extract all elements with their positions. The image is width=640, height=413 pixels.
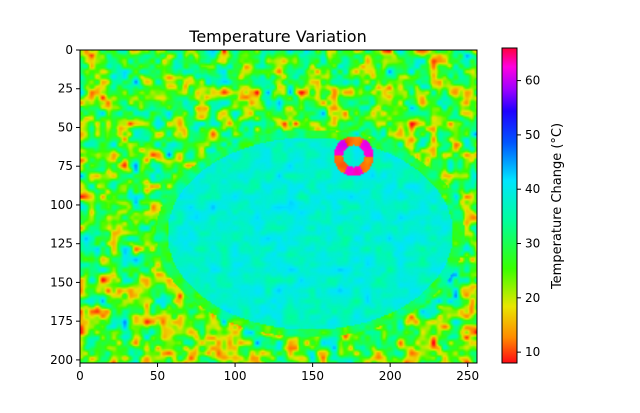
x-tick-label: 0	[76, 369, 84, 383]
x-tick-label: 200	[379, 369, 402, 383]
colorbar-tick-label: 10	[525, 345, 540, 359]
plot-frame	[79, 49, 478, 364]
x-tick-label: 150	[301, 369, 324, 383]
x-tick-label: 50	[150, 369, 165, 383]
x-tick-label: 250	[456, 369, 479, 383]
colorbar-axis: 10 20 30 40 50 60	[517, 74, 540, 359]
y-tick-label: 75	[58, 159, 73, 173]
x-tick-label: 100	[224, 369, 247, 383]
colorbar-tick-label: 60	[525, 74, 540, 88]
y-tick-label: 150	[50, 275, 73, 289]
y-tick-label: 25	[58, 82, 73, 96]
colorbar-tick-label: 20	[525, 291, 540, 305]
y-tick-label: 175	[50, 314, 73, 328]
colorbar-tick-label: 40	[525, 182, 540, 196]
y-tick-label: 0	[65, 43, 73, 57]
y-tick-label: 200	[50, 353, 73, 367]
colorbar-tick-label: 50	[525, 128, 540, 142]
y-axis: 0 25 50 75 100 125 150 175 200	[50, 43, 80, 367]
colorbar-tick-label: 30	[525, 237, 540, 251]
x-axis: 0 50 100 150 200 250	[76, 363, 479, 383]
chart-title: Temperature Variation	[188, 27, 366, 46]
colorbar-label: Temperature Change (°C)	[550, 123, 565, 290]
y-tick-label: 50	[58, 120, 73, 134]
colorbar	[501, 47, 518, 364]
y-tick-label: 125	[50, 237, 73, 251]
y-tick-label: 100	[50, 198, 73, 212]
heatmap-image	[80, 50, 477, 363]
